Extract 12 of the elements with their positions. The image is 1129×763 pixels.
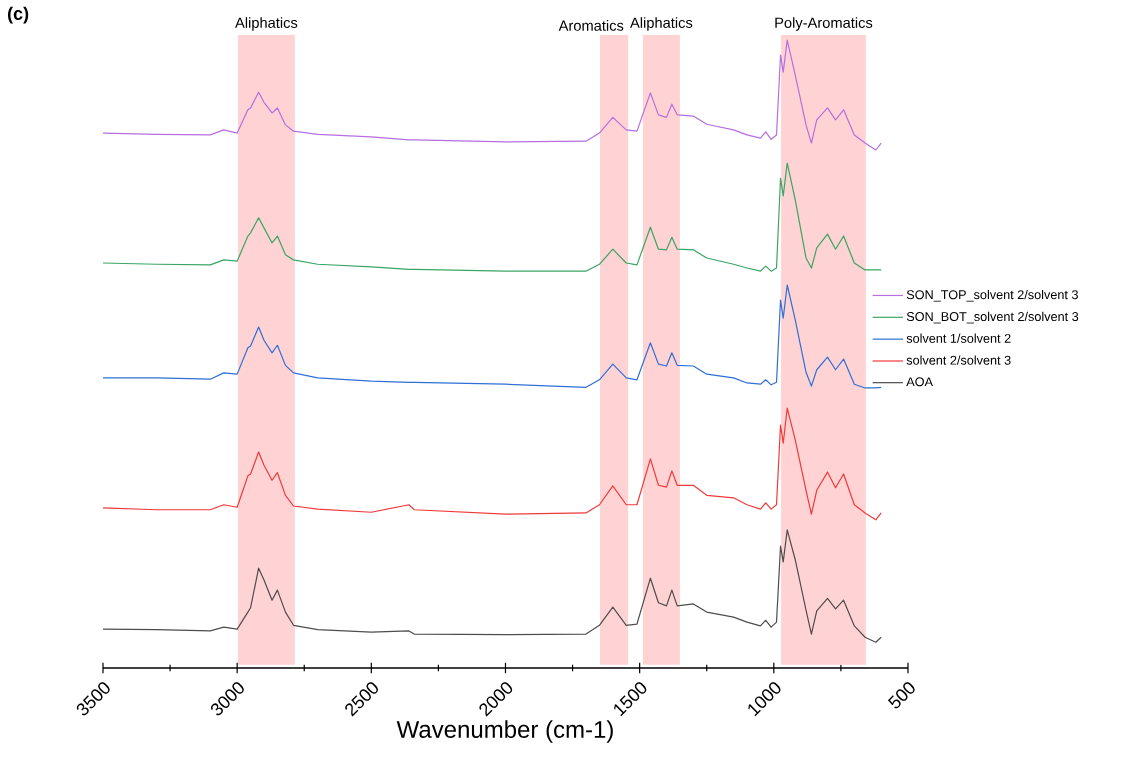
x-axis-title: Wavenumber (cm-1) <box>396 720 613 743</box>
band-label: Aliphatics <box>235 17 298 31</box>
legend-label: AOA <box>906 377 933 387</box>
chart-title: (c) <box>7 6 29 24</box>
band-label: Aromatics <box>558 20 624 31</box>
legend-label: SON_BOT_solvent 2/solvent 3 <box>906 311 1079 324</box>
legend-label: solvent 2/solvent 3 <box>906 355 1011 365</box>
legend-label: solvent 1/solvent 2 <box>906 333 1011 343</box>
x-tick-label: 500 <box>887 682 915 709</box>
band-label: Poly-Aromatics <box>775 17 873 31</box>
band-label: Aliphatics <box>630 17 693 31</box>
legend-label: SON_TOP_solvent 2/solvent 3 <box>906 289 1078 302</box>
